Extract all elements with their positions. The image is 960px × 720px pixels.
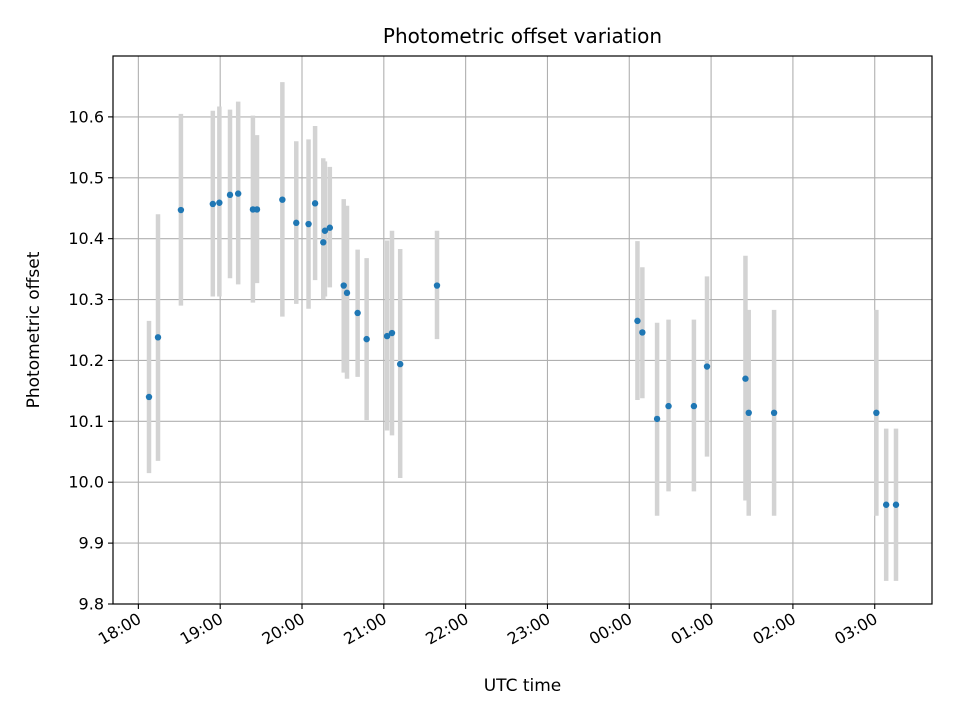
data-point xyxy=(226,191,234,199)
data-point xyxy=(742,375,749,382)
data-point xyxy=(279,196,286,203)
data-point xyxy=(873,409,880,417)
data-point xyxy=(234,190,242,197)
data-point xyxy=(354,309,361,317)
data-point xyxy=(653,415,661,423)
data-point xyxy=(177,206,185,214)
plot-frame xyxy=(112,55,933,605)
data-point xyxy=(383,332,391,340)
data-point xyxy=(703,363,711,370)
data-point xyxy=(388,329,396,337)
data-point xyxy=(882,501,890,508)
data-point xyxy=(343,289,351,297)
data-point xyxy=(293,219,300,227)
data-point xyxy=(433,282,441,289)
chart-title: Photometric offset variation xyxy=(383,24,662,48)
y-tick-label: 10.6 xyxy=(68,107,104,126)
data-point xyxy=(253,206,261,213)
data-point xyxy=(311,200,319,207)
data-point xyxy=(639,329,646,336)
data-point xyxy=(305,220,312,228)
y-axis-title: Photometric offset xyxy=(24,251,44,408)
y-tick-label: 10.4 xyxy=(68,229,104,248)
y-tick-label: 10.3 xyxy=(68,290,104,309)
data-point xyxy=(145,393,153,401)
y-tick-label: 10.2 xyxy=(68,351,104,370)
data-points xyxy=(145,190,900,508)
data-point xyxy=(770,409,778,417)
data-point xyxy=(396,360,404,368)
data-point xyxy=(320,239,327,246)
data-point xyxy=(665,402,672,410)
data-point xyxy=(154,334,162,341)
data-point xyxy=(209,200,217,208)
y-axis: 9.8 9.9 10.0 10.1 10.2 10.3 10.4 10.5 10.6 xyxy=(68,107,113,614)
data-point xyxy=(892,501,900,508)
data-point xyxy=(690,402,698,410)
y-tick-label: 10.5 xyxy=(68,168,104,187)
x-axis-title: UTC time xyxy=(484,676,562,696)
y-tick-label: 10.1 xyxy=(68,412,104,431)
data-point xyxy=(634,317,641,325)
y-tick-label: 9.9 xyxy=(79,534,104,553)
data-point xyxy=(321,227,329,234)
data-point xyxy=(326,224,334,231)
y-tick-label: 10.0 xyxy=(68,473,104,492)
y-tick-label: 9.8 xyxy=(79,595,104,614)
data-point xyxy=(340,282,347,289)
data-point xyxy=(363,335,370,343)
data-point xyxy=(216,199,223,206)
data-point xyxy=(745,409,752,417)
